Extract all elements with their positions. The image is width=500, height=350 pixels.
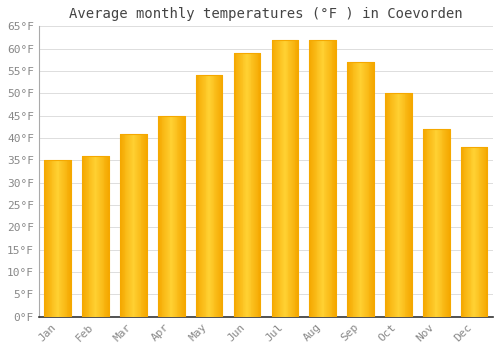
Title: Average monthly temperatures (°F ) in Coevorden: Average monthly temperatures (°F ) in Co… — [69, 7, 462, 21]
